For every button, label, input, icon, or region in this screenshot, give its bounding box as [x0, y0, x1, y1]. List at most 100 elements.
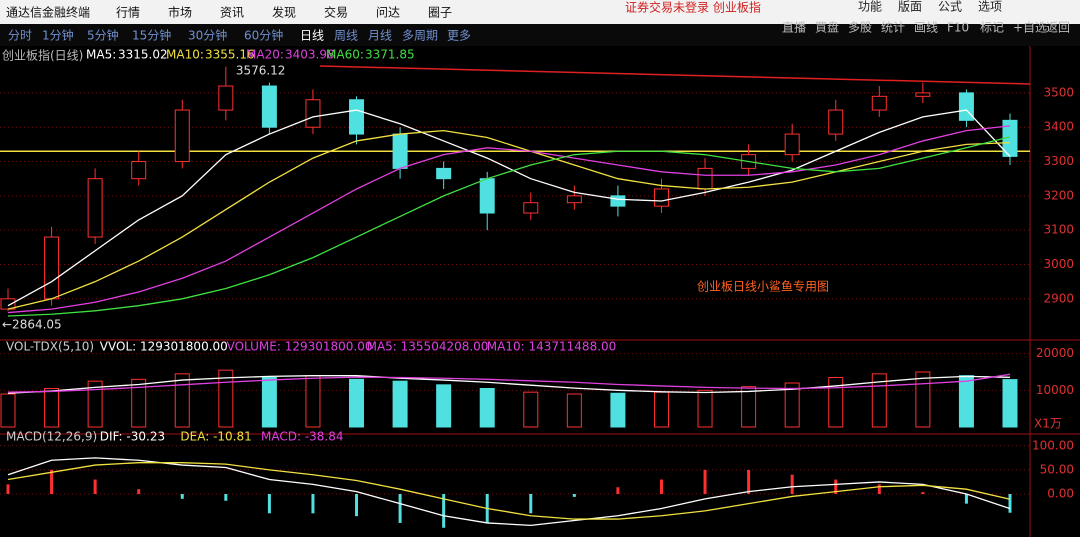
ma-line	[7, 109, 1011, 307]
tool-button[interactable]: 画线	[914, 21, 938, 35]
indicator-header: MACD(12,26,9)	[6, 430, 97, 444]
tool-button[interactable]: 多股	[848, 21, 872, 35]
indicator-header: VVOL: 129301800.00	[100, 340, 228, 354]
volume-bar	[479, 388, 495, 428]
volume-bar	[523, 391, 539, 428]
y-tick-label: 10000	[1036, 383, 1074, 397]
volume-bar	[566, 393, 582, 428]
menu-item[interactable]: 行情	[116, 6, 140, 20]
indicator-header: MA10: 143711488.00	[487, 340, 617, 354]
y-tick-label: 3200	[1043, 188, 1074, 202]
banner: 证券交易未登录 创业板指	[625, 0, 761, 15]
volume-bar	[958, 375, 974, 428]
candle-body	[653, 188, 669, 207]
candle-body	[87, 178, 103, 238]
tool-button[interactable]: 直播	[782, 21, 806, 35]
menu-item[interactable]: 交易	[324, 5, 348, 20]
menu-bar	[0, 0, 1080, 24]
tool-button[interactable]: 買盘	[815, 20, 839, 35]
period-tab[interactable]: 60分钟	[244, 28, 283, 43]
menu-item[interactable]: 圈子	[428, 6, 452, 20]
tool-button[interactable]: 统计	[881, 21, 905, 35]
candle-body	[174, 109, 190, 163]
volume-bar	[828, 377, 844, 428]
volume-bar	[44, 388, 60, 428]
period-tab[interactable]: 分时	[8, 29, 32, 43]
candle-body	[610, 195, 626, 207]
volume-bar	[174, 373, 190, 428]
period-tab[interactable]: 多周期	[402, 29, 438, 43]
trend-line	[319, 65, 1031, 85]
legend-name: MA5:	[86, 48, 116, 62]
ma-line	[7, 457, 1011, 527]
candle-body	[349, 99, 365, 135]
menu-item[interactable]: 公式	[938, 0, 962, 14]
candle-body	[261, 85, 277, 128]
candle-body	[392, 133, 408, 169]
indicator-header: MA5: 135504208.00	[367, 340, 489, 354]
candle-body	[479, 178, 495, 214]
menu-item[interactable]: 发现	[272, 5, 296, 20]
candle-body	[784, 133, 800, 156]
y-tick-label: 3000	[1043, 257, 1074, 271]
menu-item[interactable]: 问达	[376, 6, 400, 20]
indicator-header: DIF: -30.23	[100, 430, 165, 444]
ma-line	[7, 462, 1011, 520]
tool-button[interactable]: +自选	[1013, 21, 1047, 35]
volume-bar	[1002, 379, 1018, 428]
legend-value: 3371.85	[365, 48, 415, 62]
candle-body	[305, 99, 321, 128]
candle-body	[44, 236, 60, 300]
volume-bar	[915, 371, 931, 428]
ma-line	[7, 129, 1011, 310]
menu-item[interactable]: 选项	[978, 0, 1002, 14]
high-label: 3576.12	[236, 63, 286, 77]
indicator-header: MACD: -38.84	[261, 430, 344, 444]
volume-bar	[653, 391, 669, 428]
tool-button[interactable]: 标记	[980, 21, 1004, 35]
y-tick-label: 3300	[1043, 154, 1074, 168]
period-tab[interactable]: 5分钟	[87, 28, 119, 43]
candle-body	[436, 167, 452, 180]
period-tab[interactable]: 日线	[300, 29, 324, 43]
indicator-header: VOL-TDX(5,10)	[6, 340, 94, 354]
volume-bar	[697, 389, 713, 428]
tool-button[interactable]: 返回	[1046, 21, 1070, 35]
tool-button[interactable]: F10	[947, 21, 969, 35]
period-tab[interactable]: 15分钟	[132, 28, 171, 43]
period-tab[interactable]: 周线	[334, 29, 358, 43]
volume-bar	[436, 384, 452, 428]
period-tab[interactable]: 月线	[368, 29, 392, 43]
volume-bar	[610, 392, 626, 428]
menu-item[interactable]: 通达信金融终端	[6, 5, 90, 20]
volume-bar	[0, 393, 16, 428]
ma-line	[7, 125, 1011, 314]
volume-bar	[784, 382, 800, 428]
volume-bar	[349, 378, 365, 428]
ma-line	[7, 375, 1011, 394]
low-label: ←2864.05	[2, 318, 62, 332]
y-tick-label: 50.00	[1040, 462, 1074, 476]
volume-bar	[218, 369, 234, 428]
volume-bar	[741, 386, 757, 428]
menu-item[interactable]: 版面	[898, 0, 922, 14]
volume-bar	[305, 375, 321, 428]
candle-body	[523, 202, 539, 214]
candle-body	[871, 95, 887, 111]
chart-title: 创业板指(日线)	[2, 48, 83, 63]
indicator-header: VOLUME: 129301800.00	[227, 340, 373, 354]
volume-bar	[131, 378, 147, 428]
candle-body	[218, 85, 234, 111]
candle-body	[697, 167, 713, 190]
period-tab[interactable]: 30分钟	[188, 28, 227, 43]
menu-item[interactable]: 市场	[168, 5, 192, 20]
menu-item[interactable]: 功能	[858, 0, 882, 14]
candle-body	[915, 92, 931, 97]
legend-value: 3315.02	[118, 48, 168, 62]
volume-bar	[392, 380, 408, 428]
period-tab[interactable]: 更多	[447, 29, 471, 43]
period-tab[interactable]: 1分钟	[42, 28, 74, 43]
menu-item[interactable]: 资讯	[220, 6, 244, 20]
